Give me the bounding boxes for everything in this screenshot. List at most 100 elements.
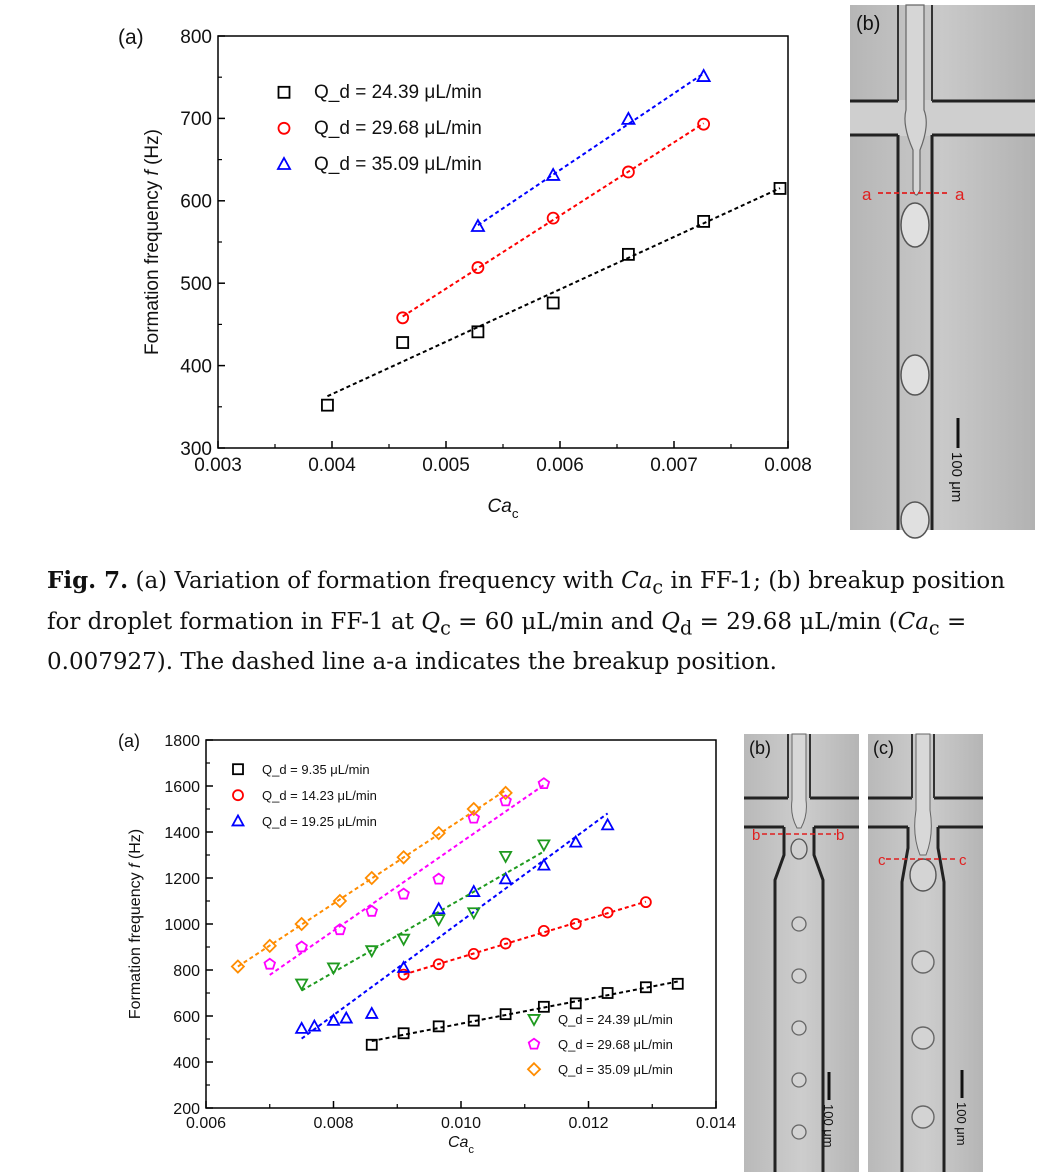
x-tick-label: 0.005 xyxy=(422,455,470,476)
figure-8-chart: 0.006 0.008 0.010 0.012 0.014 200 400 600 800 100… xyxy=(118,731,736,1156)
data-point xyxy=(498,850,513,864)
caption-sub: c xyxy=(652,575,664,599)
legend-item: Q_d = 24.39 μL/min xyxy=(526,1012,673,1027)
y-tick-label: 1200 xyxy=(164,871,200,888)
data-point xyxy=(568,834,583,848)
data-point xyxy=(620,111,636,125)
data-point xyxy=(397,1027,410,1040)
x-tick-label: 0.010 xyxy=(441,1115,481,1132)
droplet xyxy=(791,916,807,932)
legend-marker xyxy=(527,1037,541,1050)
data-point xyxy=(294,1021,309,1034)
x-axis-label: Cac xyxy=(448,1134,474,1156)
y-tick-label: 1000 xyxy=(164,917,200,934)
legend-marker xyxy=(276,156,292,170)
droplet xyxy=(911,1105,935,1129)
data-point xyxy=(431,825,446,841)
data-point xyxy=(622,165,635,179)
legend-item: Q_d = 29.68 μL/min xyxy=(527,1037,673,1052)
data-point xyxy=(332,893,348,909)
data-point xyxy=(466,907,481,921)
series-6 xyxy=(230,785,513,974)
panel-c-label: (c) xyxy=(873,738,894,758)
data-point xyxy=(364,1006,379,1019)
data-point xyxy=(622,247,635,261)
x-tick-label: 0.014 xyxy=(696,1115,736,1132)
y-tick-label: 800 xyxy=(173,963,200,980)
data-point xyxy=(333,923,347,936)
data-point xyxy=(471,325,485,339)
figure-7: 0.003 0.004 0.005 0.006 0.007 0.008 300 400 500 6… xyxy=(0,0,1045,540)
series-1 xyxy=(365,977,684,1051)
breakup-label-right: a xyxy=(955,185,965,204)
data-point xyxy=(499,1008,512,1021)
data-point xyxy=(639,981,652,994)
series-4 xyxy=(294,839,551,992)
panel-b-label: (b) xyxy=(856,13,880,35)
data-point xyxy=(545,167,561,181)
series-5 xyxy=(263,777,551,976)
legend-marker xyxy=(526,1014,542,1027)
fit-line xyxy=(371,980,678,1042)
series-2 xyxy=(397,896,652,981)
y-tick-label: 1600 xyxy=(164,779,200,796)
data-point xyxy=(537,1000,550,1013)
legend-marker xyxy=(526,1061,542,1077)
data-point xyxy=(499,937,512,950)
fit-line xyxy=(327,187,781,398)
series-3 xyxy=(294,812,615,1040)
data-point xyxy=(499,794,512,807)
droplet xyxy=(909,858,937,892)
legend-label: Q_d = 14.23 μL/min xyxy=(262,788,377,803)
legend-label: Q_d = 24.39 μL/min xyxy=(558,1012,673,1027)
y-tick-label: 400 xyxy=(180,356,212,377)
data-point xyxy=(364,870,380,886)
x-tick-label: 0.004 xyxy=(308,455,356,476)
data-point xyxy=(263,957,277,970)
series-1 xyxy=(321,182,787,412)
scale-label: 100 μm xyxy=(821,1104,836,1148)
data-point xyxy=(262,938,278,954)
data-point xyxy=(601,987,614,999)
droplet xyxy=(791,968,807,984)
fit-line xyxy=(237,789,507,968)
breakup-label-left: c xyxy=(878,852,886,869)
droplet xyxy=(900,501,930,539)
data-point xyxy=(569,997,582,1010)
y-tick-label: 1800 xyxy=(164,733,200,750)
data-point xyxy=(396,933,411,947)
caption-text: (a) Variation of formation frequency wit… xyxy=(128,568,622,594)
figure-7-caption: Fig. 7. (a) Variation of formation frequ… xyxy=(47,564,1037,679)
droplet xyxy=(900,354,930,396)
data-point xyxy=(697,214,711,228)
data-point xyxy=(601,906,614,919)
data-point xyxy=(697,117,711,131)
series-3 xyxy=(470,68,712,232)
y-tick-label: 1400 xyxy=(164,825,200,842)
legend-label: Q_d = 35.09 μL/min xyxy=(558,1062,673,1077)
figure-8-micrographs: b b 100 μm (b) c c 100 μm xyxy=(744,733,983,1172)
data-point xyxy=(467,1014,480,1027)
legend-marker xyxy=(277,85,291,99)
data-point xyxy=(546,211,560,225)
legend-label: Q_d = 29.68 μL/min xyxy=(558,1037,673,1052)
data-point xyxy=(431,901,446,915)
data-point xyxy=(339,1010,354,1024)
data-point xyxy=(773,182,787,195)
data-point xyxy=(467,947,480,960)
panel-a-label: (a) xyxy=(118,26,144,49)
breakup-label-left: a xyxy=(862,185,872,204)
caption-text: = 29.68 μL/min ( xyxy=(692,608,898,635)
legend-marker xyxy=(230,813,246,827)
y-tick-label: 600 xyxy=(180,192,212,213)
data-point xyxy=(536,857,551,871)
data-point xyxy=(396,311,410,325)
data-point xyxy=(364,945,379,959)
caption-text: = 60 μL/min and xyxy=(450,608,662,635)
droplet xyxy=(790,838,808,860)
data-point xyxy=(397,887,410,900)
data-point xyxy=(396,960,411,973)
micrograph-c: c c 100 μm (c) xyxy=(868,733,983,1172)
data-point xyxy=(600,817,615,831)
figure-8: 0.006 0.008 0.010 0.012 0.014 200 400 600 800 100… xyxy=(0,720,1045,1175)
